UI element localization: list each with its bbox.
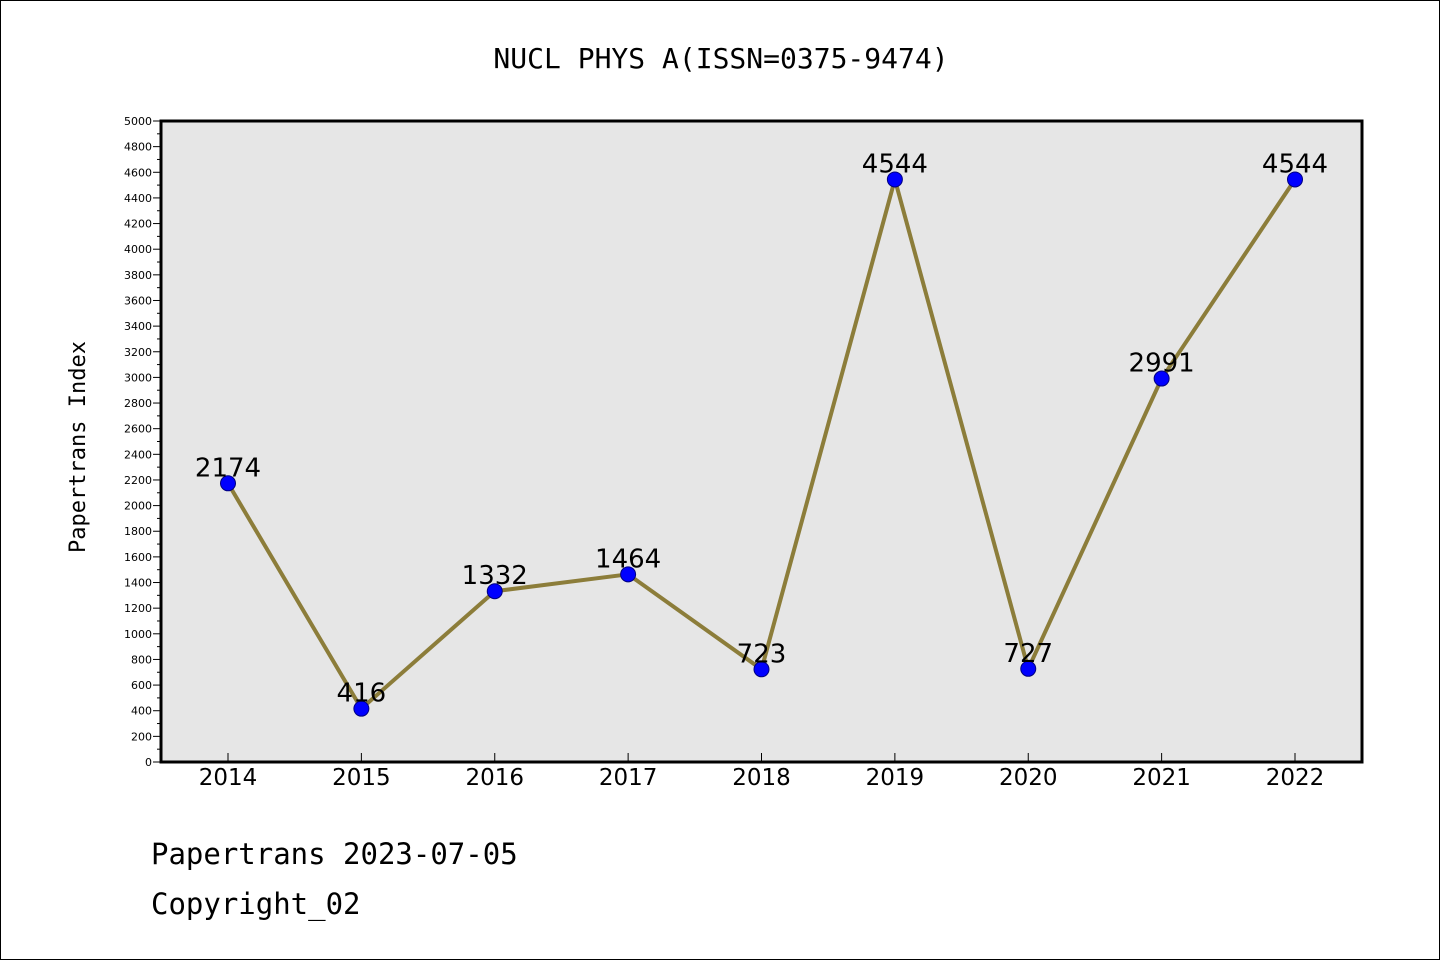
y-tick-label: 4800: [124, 141, 152, 154]
y-tick-label: 4600: [124, 166, 152, 179]
y-tick-label: 3400: [124, 320, 152, 333]
plot-area: [159, 119, 1364, 764]
y-axis: 0 200 400 600 800 1000 1200 1400 1600 1800 2000 220…: [124, 115, 161, 769]
x-tick-label: 2019: [866, 765, 925, 791]
y-tick-label: 3000: [124, 371, 152, 384]
y-tick-label: 4400: [124, 192, 152, 205]
x-tick-label: 2014: [199, 765, 258, 791]
y-tick-label: 3200: [124, 346, 152, 359]
data-label: 727: [1003, 639, 1053, 669]
y-tick-label: 1200: [124, 602, 152, 615]
y-tick-label: 4200: [124, 218, 152, 231]
x-tick-label: 2017: [599, 765, 658, 791]
data-point: [1020, 660, 1037, 677]
data-point: [886, 171, 903, 188]
y-tick-label: 2800: [124, 397, 152, 410]
data-label: 4544: [862, 149, 928, 179]
y-tick-label: 3800: [124, 269, 152, 282]
data-label: 723: [737, 639, 787, 669]
y-tick-label: 2600: [124, 423, 152, 436]
data-point: [486, 583, 503, 600]
data-point: [753, 661, 770, 678]
x-tick-label: 2018: [732, 765, 791, 791]
y-tick-label: 200: [131, 730, 152, 743]
data-point: [1287, 171, 1303, 188]
y-tick-label: 0: [145, 756, 152, 769]
y-tick-label: 1000: [124, 628, 152, 641]
data-point: [1153, 370, 1170, 387]
data-label: 2174: [195, 453, 261, 483]
y-tick-label: 1600: [124, 551, 152, 564]
y-tick-label: 4000: [124, 243, 152, 256]
y-tick-label: 5000: [124, 115, 152, 128]
data-label: 416: [337, 679, 387, 709]
data-point: [220, 475, 236, 492]
x-tick-label: 2020: [999, 765, 1058, 791]
x-axis: 2014 2015 2016 2017 2018 2019 2020 2021 2022: [199, 753, 1325, 791]
data-label: 2991: [1129, 349, 1195, 379]
series-layer: 2174 416 1332 1464 723 4544 727 2991 4544: [195, 149, 1328, 717]
data-label: 1464: [595, 544, 661, 574]
y-tick-label: 2200: [124, 474, 152, 487]
y-tick-label: 2000: [124, 500, 152, 513]
y-tick-label: 3600: [124, 294, 152, 307]
data-point: [620, 566, 637, 583]
y-axis-label: Papertrans Index: [66, 341, 91, 553]
y-tick-label: 600: [131, 679, 152, 692]
y-tick-label: 2400: [124, 448, 152, 461]
data-point: [353, 700, 370, 717]
data-label: 1332: [462, 561, 528, 591]
x-tick-label: 2022: [1266, 765, 1325, 791]
chart-title: NUCL PHYS A(ISSN=0375-9474): [493, 42, 948, 75]
footer-copyright-line: Copyright_02: [151, 887, 361, 921]
y-tick-label: 800: [131, 653, 152, 666]
data-label: 4544: [1262, 149, 1328, 179]
y-tick-label: 400: [131, 705, 152, 718]
y-tick-label: 1400: [124, 577, 152, 590]
x-tick-label: 2016: [465, 765, 524, 791]
footer-date-line: Papertrans 2023-07-05: [151, 837, 518, 871]
x-tick-label: 2021: [1132, 765, 1191, 791]
y-tick-label: 1800: [124, 525, 152, 538]
x-tick-label: 2015: [332, 765, 391, 791]
